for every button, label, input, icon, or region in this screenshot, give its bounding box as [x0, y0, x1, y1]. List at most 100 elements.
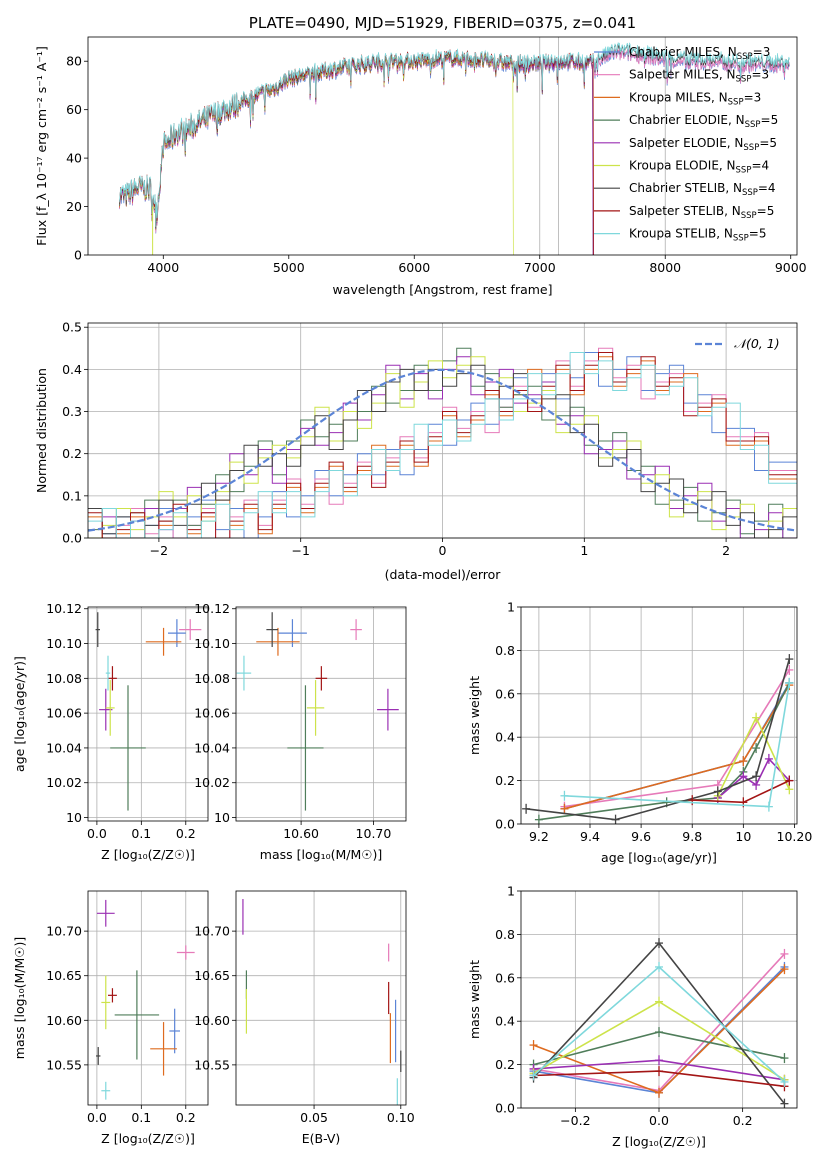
point-chabrier-stelib	[266, 612, 278, 648]
y-tick-label: 10.12	[46, 601, 82, 616]
x-tick-label: 7000	[524, 260, 556, 275]
legend: Chabrier MILES, NSSP=3 Salpeter MILES, NS…	[594, 45, 778, 244]
legend-label-kroupa-miles: Kroupa MILES, NSSP=3	[629, 90, 761, 107]
series-kroupa-miles	[560, 680, 794, 814]
x-tick-label: 0.1	[131, 826, 151, 841]
point-kroupa-elodie	[101, 975, 111, 1030]
y-tick-label: 10.10	[194, 636, 230, 651]
histogram-salpeter-miles	[88, 347, 797, 538]
panel-age-vs-mass: 10.60 10.70 10 10.02 10.04 10.06 10.08 10.10 10.…	[194, 601, 407, 862]
point-salpeter-elodie	[377, 688, 399, 731]
legend-label-kroupa-elodie: Kroupa ELODIE, NSSP=4	[629, 159, 769, 176]
panel-spectrum: 4000 5000 6000 7000 8000 9000 0 20 40 60 80 PLATE=0…	[34, 14, 807, 297]
point-chabrier-elodie	[114, 970, 160, 1060]
x-tick-label: 10	[735, 829, 751, 844]
plot-area	[88, 347, 797, 538]
y-tick-label: 40	[66, 151, 82, 166]
y-axis-label: age [log₁₀(age/yr)]	[12, 656, 27, 772]
series-chabrier-miles	[560, 677, 794, 814]
y-tick-label: 10.65	[46, 968, 82, 983]
x-tick-label: 9.2	[529, 829, 549, 844]
point-chabrier-miles	[168, 619, 186, 648]
point-kroupa-elodie	[306, 680, 325, 736]
x-tick-label: 0.2	[176, 1110, 196, 1125]
x-axis-label: E(B-V)	[302, 1131, 341, 1146]
y-tick-label: 10.60	[194, 1013, 230, 1028]
x-axis-label: mass [log₁₀(M/M☉)]	[260, 847, 382, 862]
legend-label-salpeter-stelib: Salpeter STELIB, NSSP=5	[629, 204, 774, 221]
x-tick-label: 0.2	[176, 826, 196, 841]
plot-area	[242, 899, 402, 1105]
x-tick-label: 0.0	[87, 1110, 107, 1125]
x-tick-label: 10.60	[283, 826, 319, 841]
series-chabrier-stelib	[522, 654, 794, 824]
point-chabrier-elodie	[287, 685, 324, 811]
x-tick-label: 0	[439, 543, 447, 558]
y-tick-label: 10.70	[46, 924, 82, 939]
x-tick-label: −1	[291, 543, 309, 558]
y-tick-label: 10.55	[46, 1057, 82, 1072]
legend-label-kroupa-stelib: Kroupa STELIB, NSSP=5	[629, 227, 767, 244]
y-tick-label: 0.6	[495, 686, 515, 701]
y-tick-label: 0.4	[495, 1014, 515, 1029]
x-tick-label: 0.10	[387, 1110, 415, 1125]
series-kroupa-stelib	[529, 961, 789, 1087]
point-salpeter-stelib	[315, 666, 328, 691]
histogram-kroupa-stelib	[88, 352, 797, 538]
x-tick-label: 9.4	[580, 829, 600, 844]
point-chabrier-miles	[169, 1008, 180, 1054]
x-axis-label: wavelength [Angstrom, rest frame]	[332, 282, 552, 297]
y-tick-label: 10.06	[46, 706, 82, 721]
point-salpeter-miles	[176, 945, 195, 960]
series-kroupa-miles	[529, 964, 789, 1098]
plot-area	[522, 654, 794, 824]
point-kroupa-miles	[150, 1022, 177, 1076]
axes-frame	[235, 890, 407, 1106]
point-salpeter-stelib	[108, 988, 117, 1003]
x-tick-label: 5000	[273, 260, 305, 275]
x-tick-label: 0.0	[87, 826, 107, 841]
plot-area	[96, 899, 195, 1100]
y-tick-label: 10.02	[194, 775, 230, 790]
y-tick-label: 0	[74, 248, 82, 263]
x-axis-label: age [log₁₀(age/yr)]	[601, 850, 717, 865]
x-axis-label: Z [log₁₀(Z/Z☉)]	[101, 1131, 195, 1146]
panel-age-vs-Z: 0.0 0.1 0.2 10 10.02 10.04 10.06 10.08 10.10 10.1…	[12, 601, 209, 862]
series-kroupa-stelib	[560, 677, 794, 812]
x-tick-label: 0.2	[733, 1113, 753, 1128]
point-salpeter-miles	[350, 619, 362, 641]
x-tick-label: 4000	[147, 260, 179, 275]
y-tick-label: 0.0	[495, 1101, 515, 1116]
legend-label-salpeter-miles: Salpeter MILES, NSSP=3	[629, 68, 769, 85]
normal-curve	[88, 368, 797, 532]
panel-residuals: −2 −1 0 1 2 0.0 0.1 0.2 0.3 0.4 0.5 (data-model)/er…	[34, 320, 798, 582]
x-tick-label: 9000	[775, 260, 807, 275]
y-tick-label: 10.04	[46, 740, 82, 755]
point-salpeter-elodie	[96, 899, 115, 927]
point-kroupa-stelib	[236, 655, 252, 691]
legend: 𝒩(0, 1)	[695, 336, 780, 351]
point-chabrier-stelib	[96, 1047, 101, 1065]
legend-label-chabrier-miles: Chabrier MILES, NSSP=3	[629, 45, 770, 62]
y-tick-label: 0.4	[62, 362, 82, 377]
point-salpeter-stelib	[108, 666, 117, 691]
point-chabrier-elodie	[110, 685, 146, 811]
panel-mass-vs-Z: 0.0 0.1 0.2 10.55 10.60 10.65 10.70 Z [log₁₀(Z/…	[12, 890, 209, 1146]
series-salpeter-stelib	[688, 775, 794, 808]
x-tick-label: −0.2	[560, 1113, 590, 1128]
y-tick-label: 10	[214, 810, 230, 825]
histogram-chabrier-miles	[88, 352, 797, 538]
y-tick-label: 0.1	[62, 488, 82, 503]
series-line	[538, 682, 791, 821]
legend-label-chabrier-stelib: Chabrier STELIB, NSSP=4	[629, 181, 776, 198]
y-tick-label: 1	[507, 884, 515, 899]
x-tick-label: 2	[722, 543, 730, 558]
axes-frame	[87, 606, 209, 822]
y-axis-label: Flux [f_λ 10⁻¹⁷ erg cm⁻² s⁻¹ A⁻¹]	[34, 46, 49, 246]
x-tick-label: 6000	[398, 260, 430, 275]
x-tick-label: 8000	[649, 260, 681, 275]
y-tick-label: 0.8	[495, 927, 515, 942]
point-kroupa-stelib	[101, 1081, 111, 1100]
y-tick-label: 0.4	[495, 730, 515, 745]
